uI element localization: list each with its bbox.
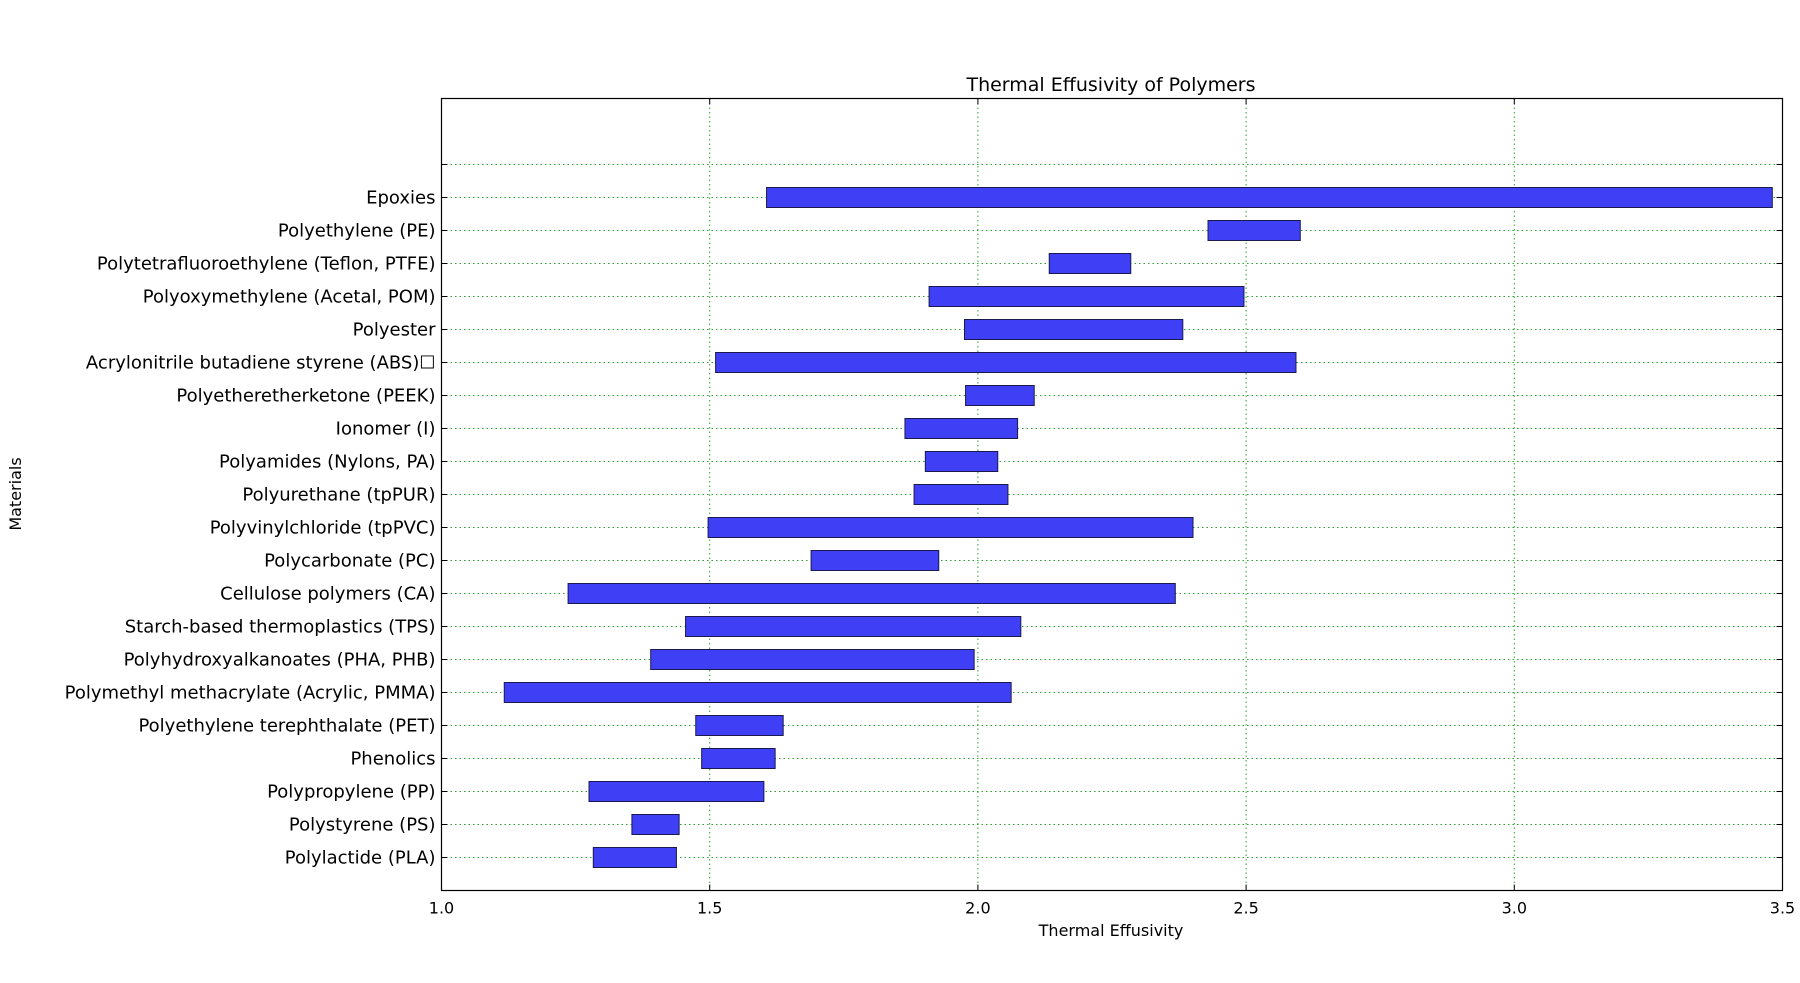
y-tick-label: Polytetrafluoroethylene (Teflon, PTFE)	[97, 254, 436, 275]
y-tick-label: Starch-based thermoplastics (TPS)	[125, 617, 436, 638]
ticks: 1.0 1.5 2.0 2.5 3.0 3.5 Polylactide (PLA) Polys…	[65, 98, 1795, 918]
bar	[685, 616, 1022, 637]
y-tick-label: Acrylonitrile butadiene styrene (ABS)☐	[86, 353, 436, 374]
y-tick-label: Polycarbonate (PC)	[264, 551, 435, 572]
bar	[913, 484, 1009, 505]
chart-title: Thermal Effusivity of Polymers	[965, 74, 1255, 96]
x-tick-label: 2.0	[965, 899, 990, 918]
x-tick-label: 2.5	[1233, 899, 1258, 918]
bar	[810, 550, 940, 571]
bar	[1048, 253, 1132, 274]
bar	[631, 814, 680, 835]
bar	[588, 781, 765, 802]
y-tick-label: Polyethylene terephthalate (PET)	[138, 716, 435, 737]
y-tick-label: Polyetheretherketone (PEEK)	[176, 386, 435, 407]
y-tick-label: Polyurethane (tpPUR)	[242, 485, 435, 506]
y-tick-label: Epoxies	[366, 188, 435, 209]
y-tick-label: Polymethyl methacrylate (Acrylic, PMMA)	[65, 683, 436, 704]
grid-lines	[441, 98, 1783, 891]
y-tick-label: Polyester	[353, 320, 436, 341]
x-tick-label: 3.0	[1502, 899, 1527, 918]
y-tick-label: Polystyrene (PS)	[289, 815, 436, 836]
y-axis-label: Materials	[6, 457, 25, 530]
y-tick-label: Polylactide (PLA)	[285, 848, 436, 869]
x-axis-label: Thermal Effusivity	[1038, 921, 1184, 940]
bars	[503, 187, 1773, 868]
y-tick-label: Ionomer (I)	[336, 419, 436, 440]
x-tick-label: 3.5	[1770, 899, 1795, 918]
bar	[707, 517, 1194, 538]
bar	[766, 187, 1773, 208]
y-tick-label: Polyethylene (PE)	[278, 221, 436, 242]
bar	[701, 748, 776, 769]
bar	[567, 583, 1176, 604]
x-tick-label: 1.5	[697, 899, 722, 918]
bar	[503, 682, 1012, 703]
bar	[1207, 220, 1301, 241]
y-tick-label: Phenolics	[350, 749, 435, 770]
y-tick-label: Polyamides (Nylons, PA)	[219, 452, 435, 473]
bar	[928, 286, 1245, 307]
y-tick-label: Polyhydroxyalkanoates (PHA, PHB)	[124, 650, 436, 671]
bar	[650, 649, 975, 670]
bar	[904, 418, 1019, 439]
x-tick-label: 1.0	[429, 899, 454, 918]
y-tick-label: Polyoxymethylene (Acetal, POM)	[143, 287, 436, 308]
y-tick-label: Polypropylene (PP)	[267, 782, 435, 803]
bar	[715, 352, 1297, 373]
y-tick-label: Cellulose polymers (CA)	[220, 584, 435, 605]
bar	[924, 451, 999, 472]
bar	[592, 847, 677, 868]
bar	[965, 385, 1035, 406]
bar	[963, 319, 1184, 340]
bar	[695, 715, 784, 736]
y-tick-label: Polyvinylchloride (tpPVC)	[210, 518, 436, 539]
